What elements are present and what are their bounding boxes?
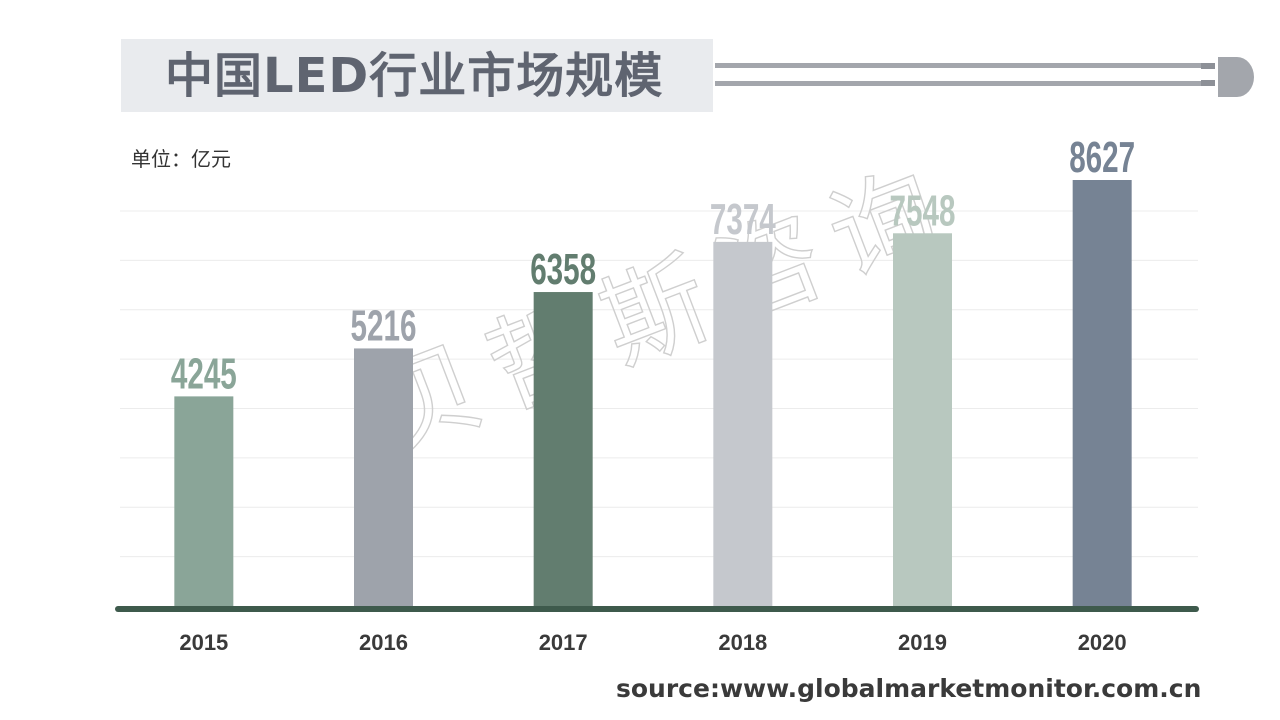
led-icon [715, 57, 1254, 97]
bar-2019 [893, 233, 952, 606]
value-label-2017: 6358 [530, 244, 596, 293]
bar-2016 [354, 348, 413, 606]
watermark: 贝哲斯咨询 [357, 142, 972, 476]
x-tick-label: 2019 [898, 630, 947, 655]
value-label-2018: 7374 [710, 194, 776, 243]
value-label-2019: 7548 [890, 185, 956, 234]
source-text: source:www.globalmarketmonitor.com.cn [616, 674, 1202, 703]
x-tick-label: 2016 [359, 630, 408, 655]
x-tick-labels: 2015 2016 2017 2018 2019 2020 [179, 630, 1126, 655]
x-tick-label: 2018 [718, 630, 767, 655]
bar-2015 [174, 396, 234, 606]
bars [174, 180, 1132, 606]
bar-2020 [1072, 180, 1132, 606]
unit-label: 单位：亿元 [131, 147, 231, 171]
chart-title: 中国LED行业市场规模 [165, 48, 664, 104]
watermark-text: 贝哲斯咨询 [357, 143, 970, 476]
value-label-2015: 4245 [171, 349, 237, 398]
value-label-2016: 5216 [351, 301, 417, 350]
x-tick-label: 2020 [1078, 630, 1127, 655]
value-label-2020: 8627 [1069, 132, 1135, 181]
title-box: 中国LED行业市场规模 [121, 39, 713, 112]
x-tick-label: 2015 [179, 630, 228, 655]
bar-2018 [713, 241, 773, 606]
bar-2017 [533, 292, 593, 606]
x-tick-label: 2017 [539, 630, 588, 655]
value-labels: 4245 5216 6358 7374 7548 8627 [171, 132, 1135, 398]
gridlines [120, 210, 1198, 558]
